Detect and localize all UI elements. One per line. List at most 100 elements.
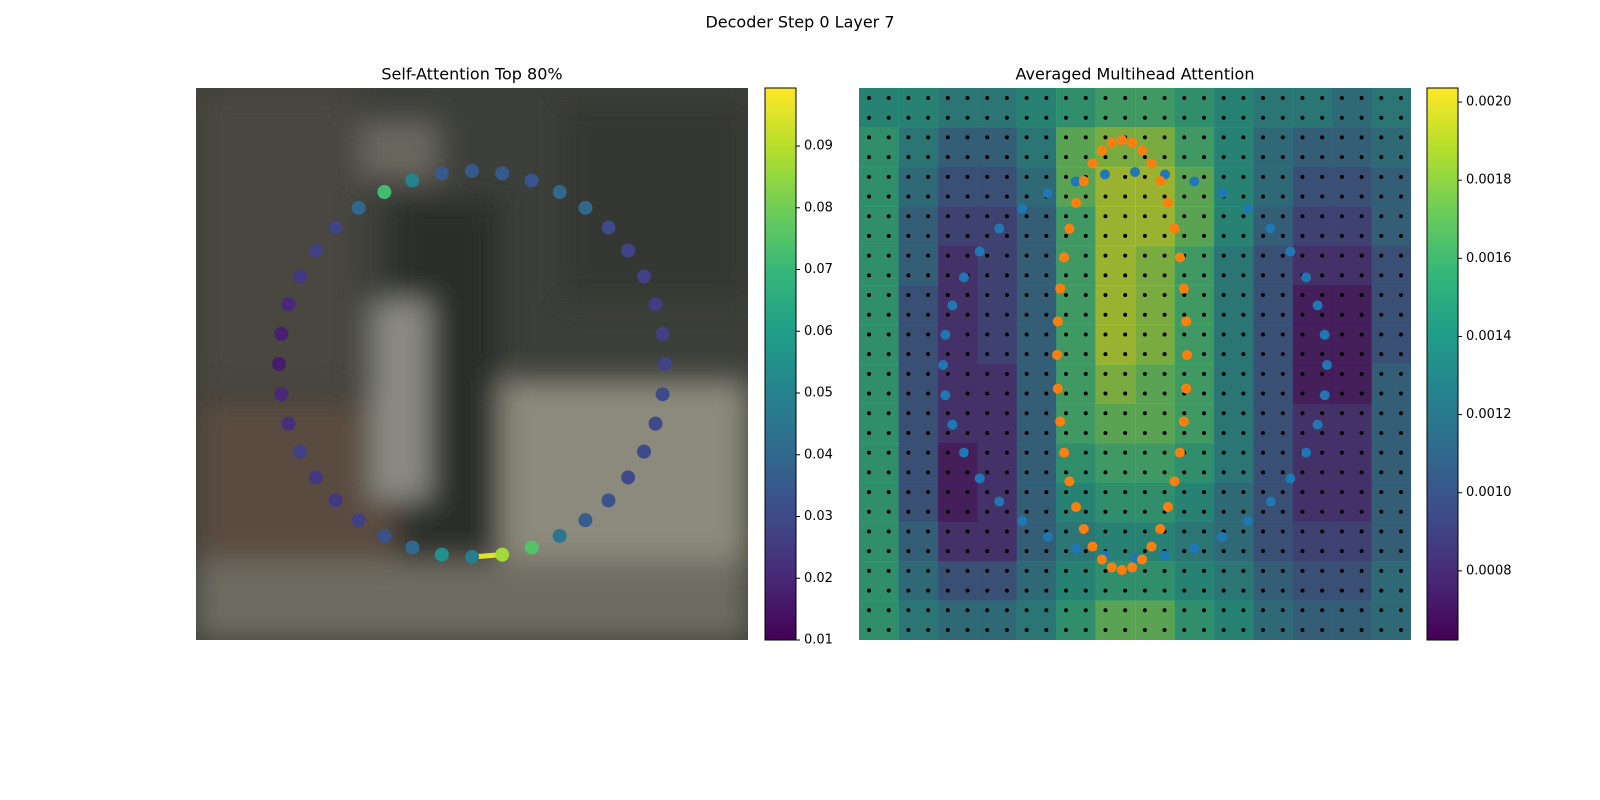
grid-dot [985, 371, 990, 376]
reference-point [1099, 169, 1110, 180]
grid-dot [985, 293, 990, 298]
grid-dot [1103, 135, 1108, 140]
heatmap-cell [1016, 364, 1057, 404]
grid-dot [1379, 96, 1384, 100]
heatmap-cell [1253, 600, 1294, 640]
point [272, 357, 286, 371]
grid-dot [1142, 312, 1147, 317]
grid-dot [1280, 96, 1285, 100]
grid-dot [1142, 450, 1147, 455]
sampling-point [1169, 223, 1180, 234]
grid-dot [1320, 174, 1325, 179]
grid-dot [1399, 194, 1403, 199]
grid-dot [1182, 430, 1187, 435]
heatmap-cell [859, 88, 899, 128]
grid-dot [1379, 529, 1384, 534]
grid-dot [1280, 529, 1285, 534]
grid-dot [1182, 588, 1187, 593]
grid-dot [1280, 470, 1285, 475]
reference-point [1285, 246, 1296, 257]
heatmap-cell [1371, 88, 1411, 128]
grid-dot [1123, 174, 1128, 179]
grid-dot [1182, 628, 1187, 632]
grid-dot [1320, 430, 1325, 435]
heatmap-cell [1213, 403, 1254, 444]
grid-dot [1320, 371, 1325, 376]
grid-dot [1004, 233, 1009, 238]
colorbar-tick-label: 0.0016 [1466, 251, 1512, 266]
heatmap-cell [1016, 127, 1057, 168]
grid-dot [1241, 509, 1246, 514]
grid-dot [1162, 96, 1167, 100]
heatmap-cell [1135, 245, 1175, 286]
reference-point [1265, 223, 1276, 234]
grid-dot [886, 174, 891, 179]
subplot-title: Averaged Multihead Attention [1016, 65, 1255, 84]
point [552, 185, 567, 200]
grid-dot [1162, 135, 1167, 140]
grid-dot [1221, 352, 1226, 357]
grid-dot [1044, 549, 1049, 554]
grid-dot [1339, 174, 1344, 179]
heatmap-cell [937, 600, 978, 640]
heatmap-cell [1371, 206, 1411, 247]
grid-dot [867, 490, 871, 495]
grid-dot [926, 312, 931, 317]
grid-dot [1162, 253, 1167, 258]
point [495, 547, 510, 562]
heatmap-cell [937, 245, 978, 286]
grid-dot [1064, 332, 1069, 337]
grid-dot [1359, 194, 1364, 199]
sampling-point [1055, 283, 1066, 294]
grid-dot [1261, 411, 1266, 416]
grid-dot [985, 470, 990, 475]
grid-dot [886, 115, 891, 120]
grid-dot [1320, 273, 1325, 278]
grid-dot [1182, 96, 1187, 100]
grid-dot [1339, 490, 1344, 495]
grid-dot [1399, 155, 1403, 160]
point [655, 387, 670, 402]
grid-dot [1221, 391, 1226, 396]
grid-dot [1359, 470, 1364, 475]
heatmap-cell [1332, 561, 1373, 602]
grid-dot [1280, 411, 1285, 416]
reference-point [1265, 496, 1276, 507]
grid-dot [1024, 155, 1029, 160]
grid-dot [1103, 233, 1108, 238]
grid-dot [1201, 312, 1206, 317]
grid-dot [926, 450, 931, 455]
grid-dot [1201, 628, 1206, 632]
grid-dot [1142, 529, 1147, 534]
sampling-point [1055, 416, 1066, 427]
grid-dot [985, 96, 990, 100]
grid-dot [1339, 293, 1344, 298]
subplot-title: Self-Attention Top 80% [381, 65, 562, 84]
grid-dot [1044, 273, 1049, 278]
heatmap-cell [1174, 245, 1215, 286]
grid-dot [1044, 233, 1049, 238]
grid-dot [1162, 233, 1167, 238]
grid-dot [945, 371, 950, 376]
grid-dot [906, 96, 911, 100]
grid-dot [1339, 233, 1344, 238]
sampling-point [1117, 135, 1127, 145]
heatmap-cell [1174, 88, 1215, 128]
point [377, 528, 392, 543]
grid-dot [1064, 96, 1069, 100]
grid-dot [965, 371, 970, 376]
grid-dot [985, 135, 990, 140]
grid-dot [926, 214, 931, 219]
grid-dot [1379, 273, 1384, 278]
grid-dot [1103, 253, 1108, 258]
colorbar-tick-label: 0.05 [804, 386, 833, 401]
heatmap-cell [1095, 245, 1136, 286]
grid-dot [1083, 273, 1088, 278]
point [274, 326, 289, 341]
grid-dot [1123, 588, 1128, 593]
grid-dot [1339, 450, 1344, 455]
grid-dot [1359, 529, 1364, 534]
grid-dot [1024, 588, 1029, 593]
grid-dot [1201, 371, 1206, 376]
grid-dot [1359, 135, 1364, 140]
